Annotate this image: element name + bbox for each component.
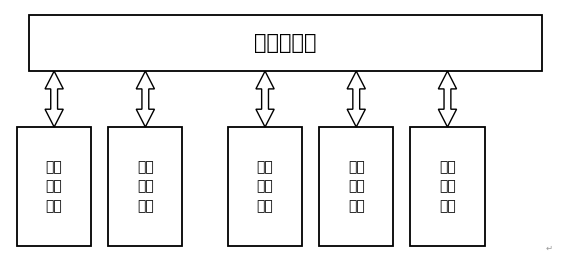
Text: 第一
加热
装置: 第一 加热 装置 xyxy=(46,160,63,213)
Text: ↵: ↵ xyxy=(546,244,553,253)
Text: 温度
调和
装置: 温度 调和 装置 xyxy=(256,160,274,213)
Bar xyxy=(108,127,182,246)
Polygon shape xyxy=(347,71,365,127)
Text: 第二
加热
装置: 第二 加热 装置 xyxy=(137,160,154,213)
Bar xyxy=(319,127,393,246)
Text: 温度
调和
装置: 温度 调和 装置 xyxy=(348,160,365,213)
Polygon shape xyxy=(45,71,63,127)
Polygon shape xyxy=(136,71,154,127)
Text: 云端服务器: 云端服务器 xyxy=(254,33,316,53)
Bar xyxy=(17,127,91,246)
Bar xyxy=(228,127,302,246)
Bar xyxy=(28,15,542,71)
Text: 温度
调和
装置: 温度 调和 装置 xyxy=(439,160,456,213)
Polygon shape xyxy=(438,71,457,127)
Polygon shape xyxy=(256,71,274,127)
Bar xyxy=(410,127,484,246)
